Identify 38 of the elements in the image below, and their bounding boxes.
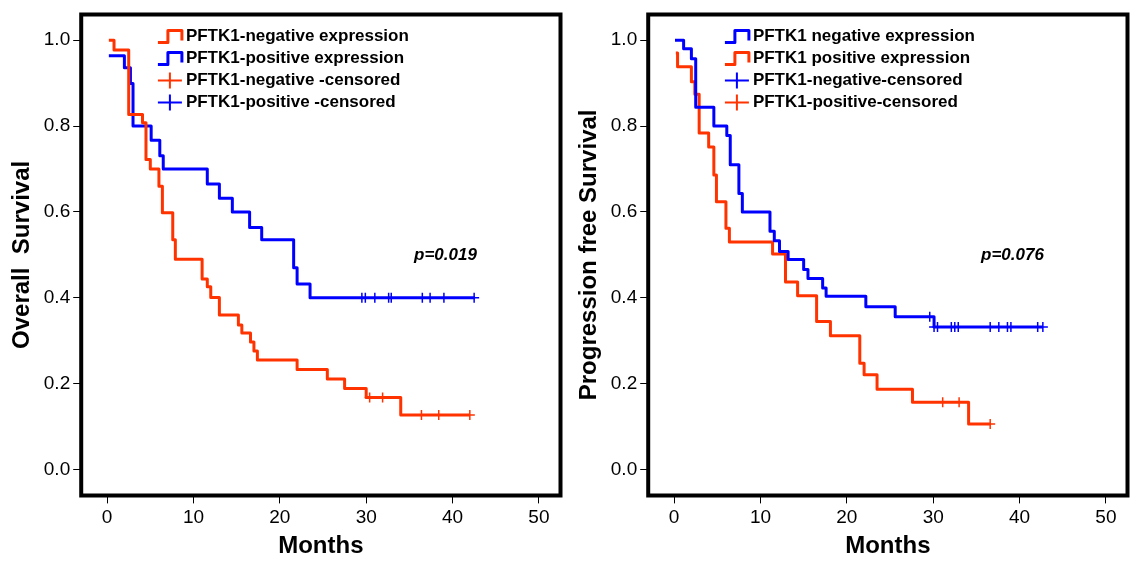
y-tick-label: 1.0 [610,28,638,50]
x-tick-label: 0 [668,506,680,528]
x-tick-label: 20 [269,506,291,528]
y-tick-label: 0.8 [43,114,71,136]
x-tick-label: 50 [1095,506,1117,528]
legend-label: PFTK1-negative -censored [185,70,401,90]
legend-label: PFTK1-positive expression [185,48,405,68]
annotation: p=0.076 [980,244,1045,264]
legend-label: PFTK1-negative expression [185,26,409,46]
legend-label: PFTK1-positive -censored [185,92,396,112]
y-tick-label: 0.6 [610,200,638,222]
annotation: p=0.019 [413,244,478,264]
y-tick-label: 0.0 [43,457,71,479]
y-tick-label: 1.0 [43,28,71,50]
legend-label: PFTK1 negative expression [752,26,975,46]
x-tick-label: 20 [836,506,858,528]
x-tick-label: 30 [355,506,377,528]
x-tick-label: 0 [101,506,113,528]
x-tick-label: 40 [1008,506,1031,528]
x-tick-label: 30 [922,506,944,528]
y-axis-title: Progression free Survival [574,109,602,401]
legend-label: PFTK1 positive expression [752,48,971,68]
y-axis-title: Overall Survival [7,160,35,349]
y-tick-label: 0.4 [43,286,71,308]
y-tick-label: 0.2 [43,371,71,393]
x-axis-title: Months [845,531,931,559]
x-axis-title: Months [278,531,364,559]
y-tick-label: 0.4 [610,286,638,308]
legend-label: PFTK1-positive-censored [752,92,958,112]
y-tick-label: 0.0 [610,457,638,479]
y-tick-label: 0.2 [610,371,638,393]
legend-label: PFTK1-negative-censored [752,70,963,90]
x-tick-label: 40 [441,506,464,528]
x-tick-label: 50 [528,506,550,528]
y-tick-label: 0.6 [43,200,71,222]
x-tick-label: 10 [749,506,772,528]
y-tick-label: 0.8 [610,114,638,136]
x-tick-label: 10 [182,506,205,528]
